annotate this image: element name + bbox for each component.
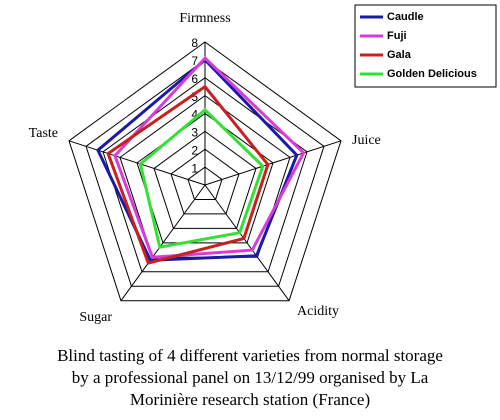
tick-label: 3 [191,126,198,140]
grid-ring [187,166,223,200]
tick-label: 1 [191,161,198,175]
tick-label: 8 [191,36,198,50]
tick-label: 5 [191,90,198,104]
legend-label: Gala [387,49,412,61]
legend-label: Fuji [387,30,407,42]
grid-ring [68,41,342,302]
tick-label: 2 [191,143,198,157]
caption: Morinière research station (France) [130,390,370,409]
legend-label: Caudle [387,11,424,23]
axis-label: Acidity [297,304,339,319]
tick-label: 4 [191,108,198,122]
legend-label: Golden Delicious [387,68,477,80]
axis-label: Firmness [179,11,230,26]
tick-label: 7 [191,54,198,68]
axis-label: Sugar [79,310,112,325]
axis-line [120,184,206,301]
grid-ring [85,59,325,287]
tick-label: 6 [191,72,198,86]
axis-line [204,140,342,186]
series-line [96,57,299,262]
axis-line [68,140,206,186]
series-line [138,107,265,249]
series-line [106,84,270,265]
grid-ring [170,148,240,215]
caption: Blind tasting of 4 different varieties f… [57,346,443,365]
axis-label: Taste [29,126,58,141]
axis-label: Juice [352,133,381,148]
axis-line [204,184,290,301]
grid-ring [153,130,257,229]
caption: by a professional panel on 13/12/99 orga… [72,368,429,387]
